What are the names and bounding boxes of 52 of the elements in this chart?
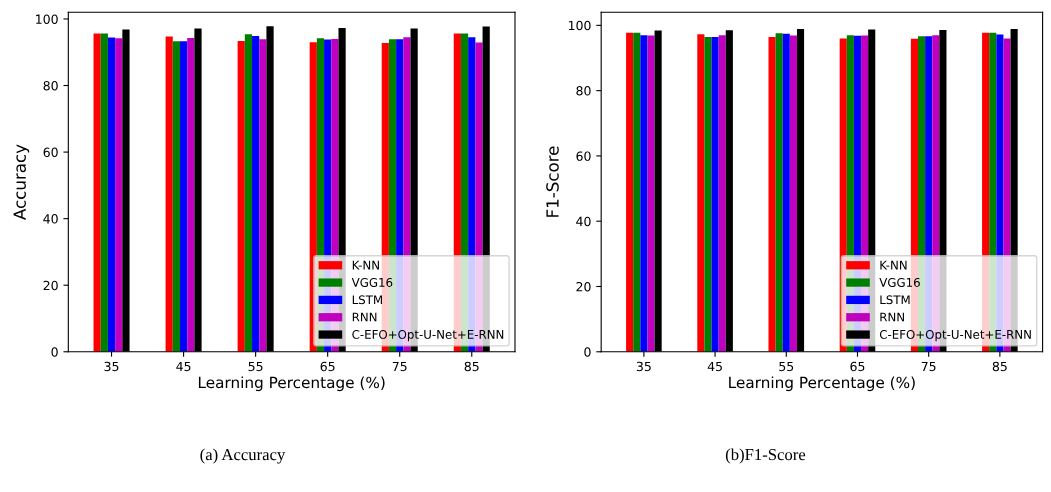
- x-tick-label: 75: [921, 361, 936, 372]
- y-tick-label: 60: [43, 147, 58, 158]
- bar: [252, 35, 260, 352]
- x-tick-label: 55: [779, 361, 794, 372]
- bar: [165, 36, 173, 352]
- bar: [244, 34, 253, 352]
- y-tick-label: 0: [51, 347, 58, 357]
- legend-label: RNN: [352, 312, 377, 322]
- y-tick-label: 80: [43, 80, 58, 91]
- legend-label: LSTM: [880, 295, 910, 305]
- y-tick-label: 0: [584, 347, 591, 357]
- legend-label: C-EFO+Opt-U-Net+E-RNN: [352, 329, 504, 342]
- x-tick-label: 35: [104, 361, 119, 372]
- bar: [179, 41, 188, 352]
- x-tick-label: 65: [320, 361, 335, 372]
- legend-label: C-EFO+Opt-U-Net+E-RNN: [879, 329, 1031, 342]
- y-tick-label: 40: [576, 216, 591, 227]
- bar: [107, 37, 116, 352]
- bar: [187, 37, 195, 352]
- legend-label: RNN: [880, 312, 904, 322]
- y-tick-label: 80: [576, 86, 591, 96]
- x-tick-label: 85: [464, 361, 479, 372]
- x-tick-label: 35: [636, 361, 651, 372]
- bar: [172, 41, 180, 352]
- x-tick-label: 45: [176, 361, 191, 372]
- y-tick-label: 20: [43, 280, 58, 291]
- x-tick-label: 55: [248, 361, 263, 372]
- bar: [115, 38, 123, 352]
- bar: [100, 33, 108, 352]
- y-tick-label: 20: [576, 281, 591, 292]
- y-axis-title: F1-Score: [546, 146, 559, 217]
- x-tick-label: 75: [392, 361, 407, 372]
- bar: [93, 33, 101, 352]
- legend-label: VGG16: [351, 277, 393, 287]
- x-tick-label: 65: [850, 361, 865, 372]
- y-axis-title: Accuracy: [13, 144, 30, 220]
- y-tick-label: 100: [36, 14, 58, 24]
- y-tick-label: 40: [43, 214, 58, 224]
- legend-label: K-NN: [880, 260, 907, 270]
- y-tick-label: 100: [568, 20, 591, 31]
- x-tick-label: 45: [707, 361, 722, 372]
- x-axis-title: Learning Percentage (%): [729, 376, 915, 392]
- bar: [259, 39, 267, 352]
- bar: [237, 40, 245, 352]
- x-axis-title: Learning Percentage (%): [198, 376, 385, 392]
- text: (b)F1-Score: [725, 448, 806, 464]
- legend-label: K-NN: [352, 260, 379, 270]
- legend-label: VGG16: [879, 277, 920, 287]
- x-tick-label: 85: [992, 361, 1007, 372]
- legend-label: LSTM: [352, 295, 382, 305]
- text: (a) Accuracy: [200, 448, 286, 464]
- y-tick-label: 60: [576, 151, 591, 161]
